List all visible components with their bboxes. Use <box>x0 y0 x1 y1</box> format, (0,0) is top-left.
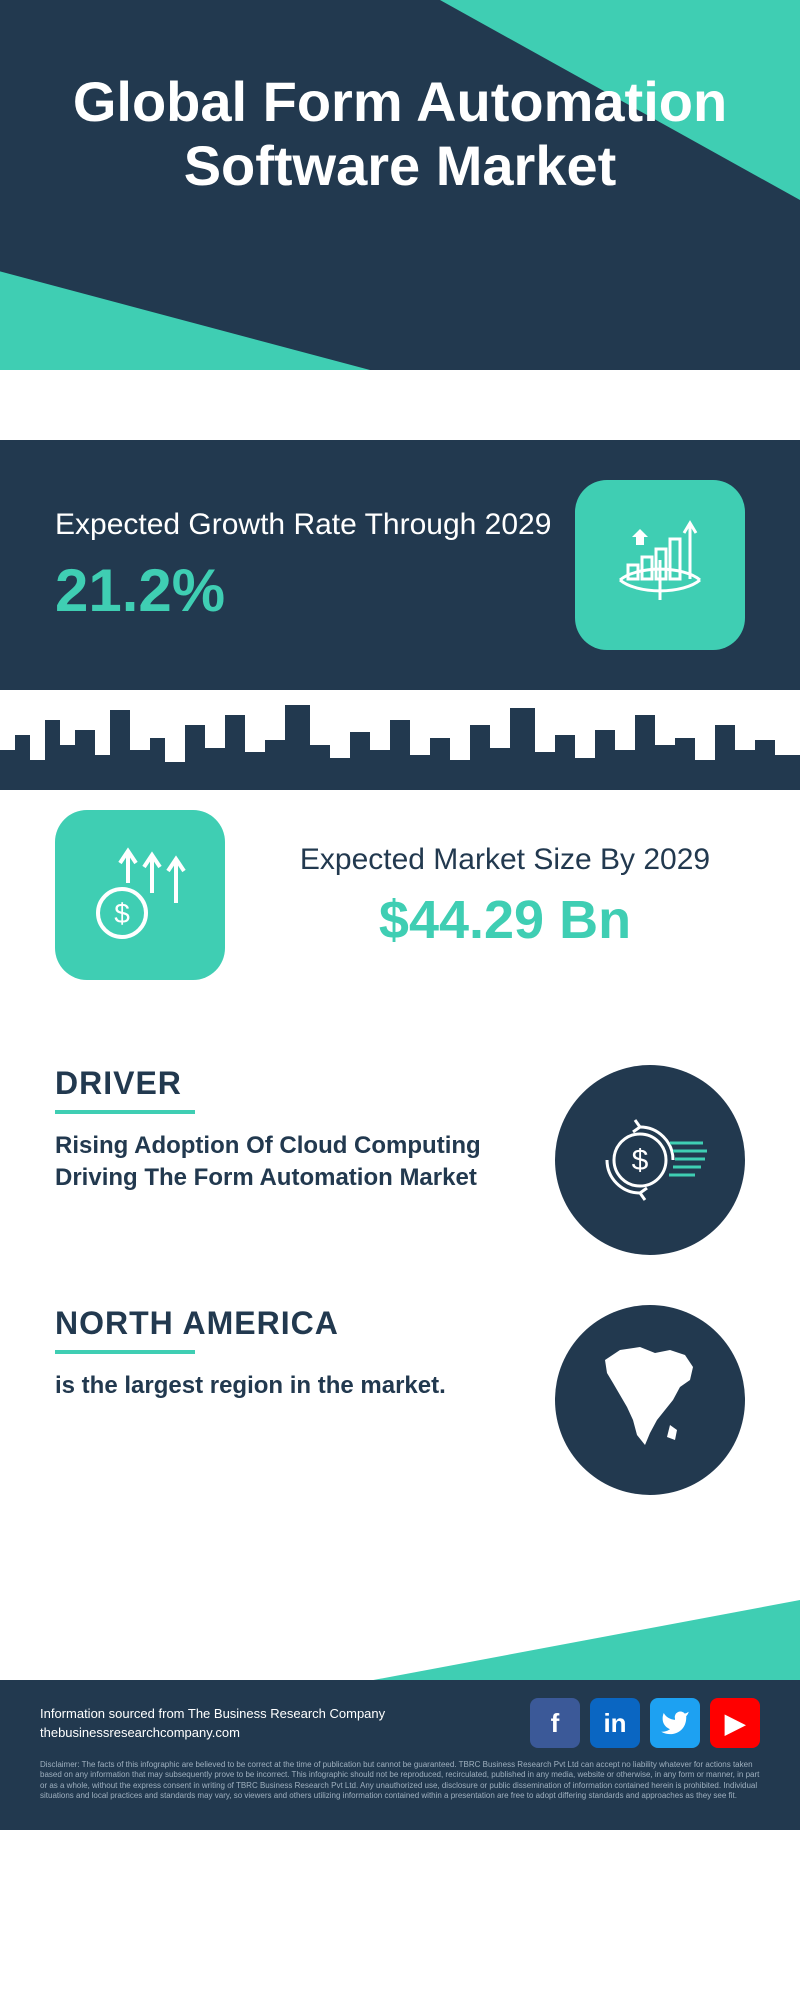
driver-heading: DRIVER <box>55 1065 515 1102</box>
page-title: Global Form Automation Software Market <box>0 0 800 199</box>
source-text: Information sourced from The Business Re… <box>40 1704 385 1743</box>
facebook-icon[interactable]: f <box>530 1698 580 1748</box>
region-body: is the largest region in the market. <box>55 1370 515 1402</box>
footer-section: Information sourced from The Business Re… <box>0 1600 800 1830</box>
region-section: NORTH AMERICA is the largest region in t… <box>0 1280 800 1520</box>
svg-text:$: $ <box>632 1144 649 1177</box>
dollar-growth-icon: $ <box>55 810 225 980</box>
growth-label: Expected Growth Rate Through 2029 <box>55 505 551 544</box>
source-line2: thebusinessresearchcompany.com <box>40 1723 385 1743</box>
region-underline <box>55 1350 195 1354</box>
region-icon-circle <box>555 1305 745 1495</box>
social-links: f in ▶ <box>530 1698 760 1748</box>
growth-chart-icon <box>575 480 745 650</box>
footer-row: Information sourced from The Business Re… <box>40 1698 760 1748</box>
market-label: Expected Market Size By 2029 <box>265 840 745 879</box>
footer-content: Information sourced from The Business Re… <box>0 1680 800 1830</box>
hero-triangle-bottom <box>0 250 370 370</box>
growth-text: Expected Growth Rate Through 2029 21.2% <box>55 505 551 625</box>
region-text: NORTH AMERICA is the largest region in t… <box>55 1305 515 1402</box>
driver-text: DRIVER Rising Adoption Of Cloud Computin… <box>55 1065 515 1195</box>
linkedin-icon[interactable]: in <box>590 1698 640 1748</box>
driver-icon-circle: $ <box>555 1065 745 1255</box>
growth-value: 21.2% <box>55 556 551 625</box>
skyline-divider <box>0 690 800 790</box>
region-heading: NORTH AMERICA <box>55 1305 515 1342</box>
disclaimer-text: Disclaimer: The facts of this infographi… <box>40 1760 760 1802</box>
twitter-icon[interactable] <box>650 1698 700 1748</box>
growth-rate-band: Expected Growth Rate Through 2029 21.2% <box>0 440 800 690</box>
driver-section: DRIVER Rising Adoption Of Cloud Computin… <box>0 1040 800 1280</box>
source-line1: Information sourced from The Business Re… <box>40 1704 385 1724</box>
market-value: $44.29 Bn <box>265 889 745 951</box>
driver-underline <box>55 1110 195 1114</box>
hero-section: Global Form Automation Software Market <box>0 0 800 440</box>
driver-body: Rising Adoption Of Cloud Computing Drivi… <box>55 1130 515 1195</box>
market-text: Expected Market Size By 2029 $44.29 Bn <box>265 840 745 951</box>
svg-text:$: $ <box>114 898 130 929</box>
market-size-section: $ Expected Market Size By 2029 $44.29 Bn <box>0 790 800 1040</box>
youtube-icon[interactable]: ▶ <box>710 1698 760 1748</box>
